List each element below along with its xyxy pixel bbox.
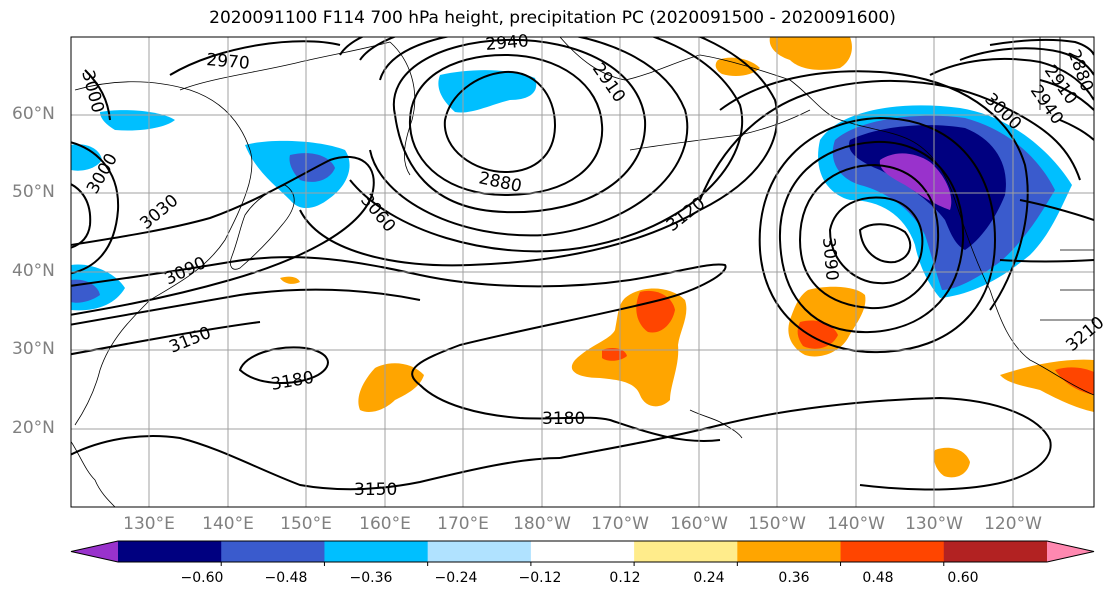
colorbar-segment [634, 541, 738, 562]
colorbar-tick-label: 0.48 [862, 570, 894, 586]
colorbar-segment [840, 541, 945, 562]
lon-label: 150°W [748, 514, 806, 534]
colorbar-segment [324, 541, 429, 562]
lon-label: 150°E [280, 514, 332, 534]
colorbar-tick-label: 0.12 [609, 570, 641, 586]
colorbar-segment [221, 541, 325, 562]
contour-label: 3090 [818, 237, 842, 282]
lon-label: 160°W [670, 514, 728, 534]
colorbar-segment [530, 541, 635, 562]
colorbar-tick-label: −0.24 [434, 570, 478, 586]
contour-label: 2970 [206, 50, 251, 74]
map-frame [70, 36, 1095, 508]
map-title: 2020091100 F114 700 hPa height, precipit… [209, 8, 896, 28]
colorbar-segment [943, 541, 1048, 562]
contour-label: 3180 [542, 409, 585, 429]
lon-label: 130°E [123, 514, 175, 534]
colorbar-tick-label: −0.12 [518, 570, 562, 586]
lat-label: 20°N [12, 418, 55, 438]
lon-label: 170°W [591, 514, 649, 534]
contour-label: 2940 [485, 31, 530, 55]
lon-label: 140°E [202, 514, 254, 534]
colorbar-tick-label: 0.24 [693, 570, 725, 586]
lon-label: 140°W [827, 514, 885, 534]
lat-label: 50°N [12, 182, 55, 202]
colorbar-tick-label: 0.36 [778, 570, 810, 586]
lat-label: 40°N [12, 261, 55, 281]
colorbar-tick-label: 0.60 [947, 570, 979, 586]
colorbar-segment [118, 541, 222, 562]
lon-label: 180°W [513, 514, 571, 534]
colorbar-extend-min [71, 541, 118, 562]
colorbar-tick-label: −0.60 [180, 570, 224, 586]
lat-label: 30°N [12, 339, 55, 359]
lon-label: 160°E [359, 514, 411, 534]
height-contours [71, 37, 1094, 491]
colorbar-outline [70, 540, 1095, 563]
lon-label: 130°W [905, 514, 963, 534]
lat-label: 60°N [12, 104, 55, 124]
gridlines [71, 37, 1094, 507]
contour-label: 3150 [354, 480, 397, 500]
colorbar-tick-label: −0.36 [349, 570, 393, 586]
lon-label: 120°W [984, 514, 1042, 534]
colorbar-extend-max [1047, 541, 1094, 562]
lon-label: 170°E [437, 514, 489, 534]
colorbar [70, 540, 1095, 566]
colorbar-segment [427, 541, 532, 562]
colorbar-segment [737, 541, 842, 562]
colorbar-tick-label: −0.48 [264, 570, 308, 586]
